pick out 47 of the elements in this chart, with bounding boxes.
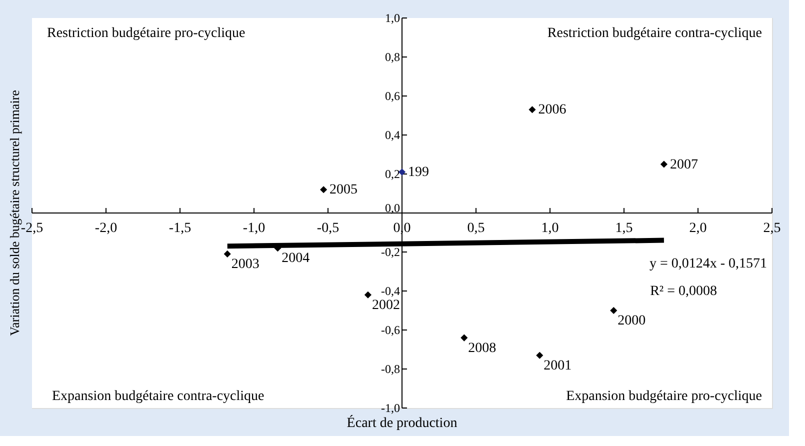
y-tick-label: 0,4 [385, 128, 400, 142]
annotation: y = 0,0124x - 0,1571 [649, 256, 767, 272]
annotation: 2004 [282, 251, 310, 266]
x-axis-title: Écart de production [346, 414, 458, 431]
x-tick-label: -1,0 [242, 221, 266, 236]
y-tick-label: -0,8 [381, 362, 400, 376]
point [528, 106, 536, 114]
y-tick-label: 0,0 [385, 201, 400, 215]
annotation: 199 [408, 165, 429, 180]
y-tick-label: 0,8 [385, 50, 400, 64]
x-tick-label: -2,5 [20, 221, 44, 236]
x-tick-label: 1,5 [615, 221, 633, 236]
annotation: 2006 [538, 102, 566, 118]
y-tick-label: 0,6 [385, 89, 400, 103]
annotation: Expansion budgétaire pro-cyclique [566, 389, 762, 404]
point [320, 186, 328, 194]
x-tick-label: -1,5 [168, 221, 192, 236]
y-tick-label: 0,2 [385, 167, 400, 181]
x-tick-label: 0,5 [467, 221, 485, 236]
point [364, 291, 372, 298]
y-tick-label: -0,4 [381, 284, 400, 298]
y-axis-title: Variation du solde bugétaire structurel primaire [7, 90, 22, 336]
point [660, 160, 668, 168]
y-tick-label: -0,2 [381, 245, 400, 259]
x-tick-label: 2,0 [689, 221, 707, 236]
x-tick-label: 2,5 [763, 221, 781, 236]
annotation: Expansion budgétaire contra-cyclique [52, 389, 264, 404]
annotation: 2008 [468, 340, 496, 356]
point [460, 334, 468, 342]
annotation: 2003 [231, 256, 260, 272]
point [224, 250, 231, 258]
y-tick-label: 1,0 [385, 11, 400, 25]
annotation: R² = 0,0008 [650, 284, 717, 299]
annotation: 2000 [618, 314, 646, 328]
point [536, 352, 544, 359]
point [610, 306, 618, 314]
x-tick-label: -2,0 [94, 221, 118, 236]
annotation: 2002 [372, 298, 400, 313]
x-tick-label: -0,5 [316, 221, 340, 236]
annotation: 2005 [330, 182, 358, 198]
annotation: 2007 [670, 157, 698, 172]
annotation: Restriction budgétaire contra-cyclique [547, 26, 762, 41]
y-tick-label: -0,6 [381, 323, 400, 337]
y-tick-label: -1,0 [381, 401, 400, 415]
annotation: Restriction budgétaire pro-cyclique [47, 26, 246, 41]
x-tick-label: 1,0 [541, 221, 559, 236]
annotation: 2001 [544, 358, 572, 374]
